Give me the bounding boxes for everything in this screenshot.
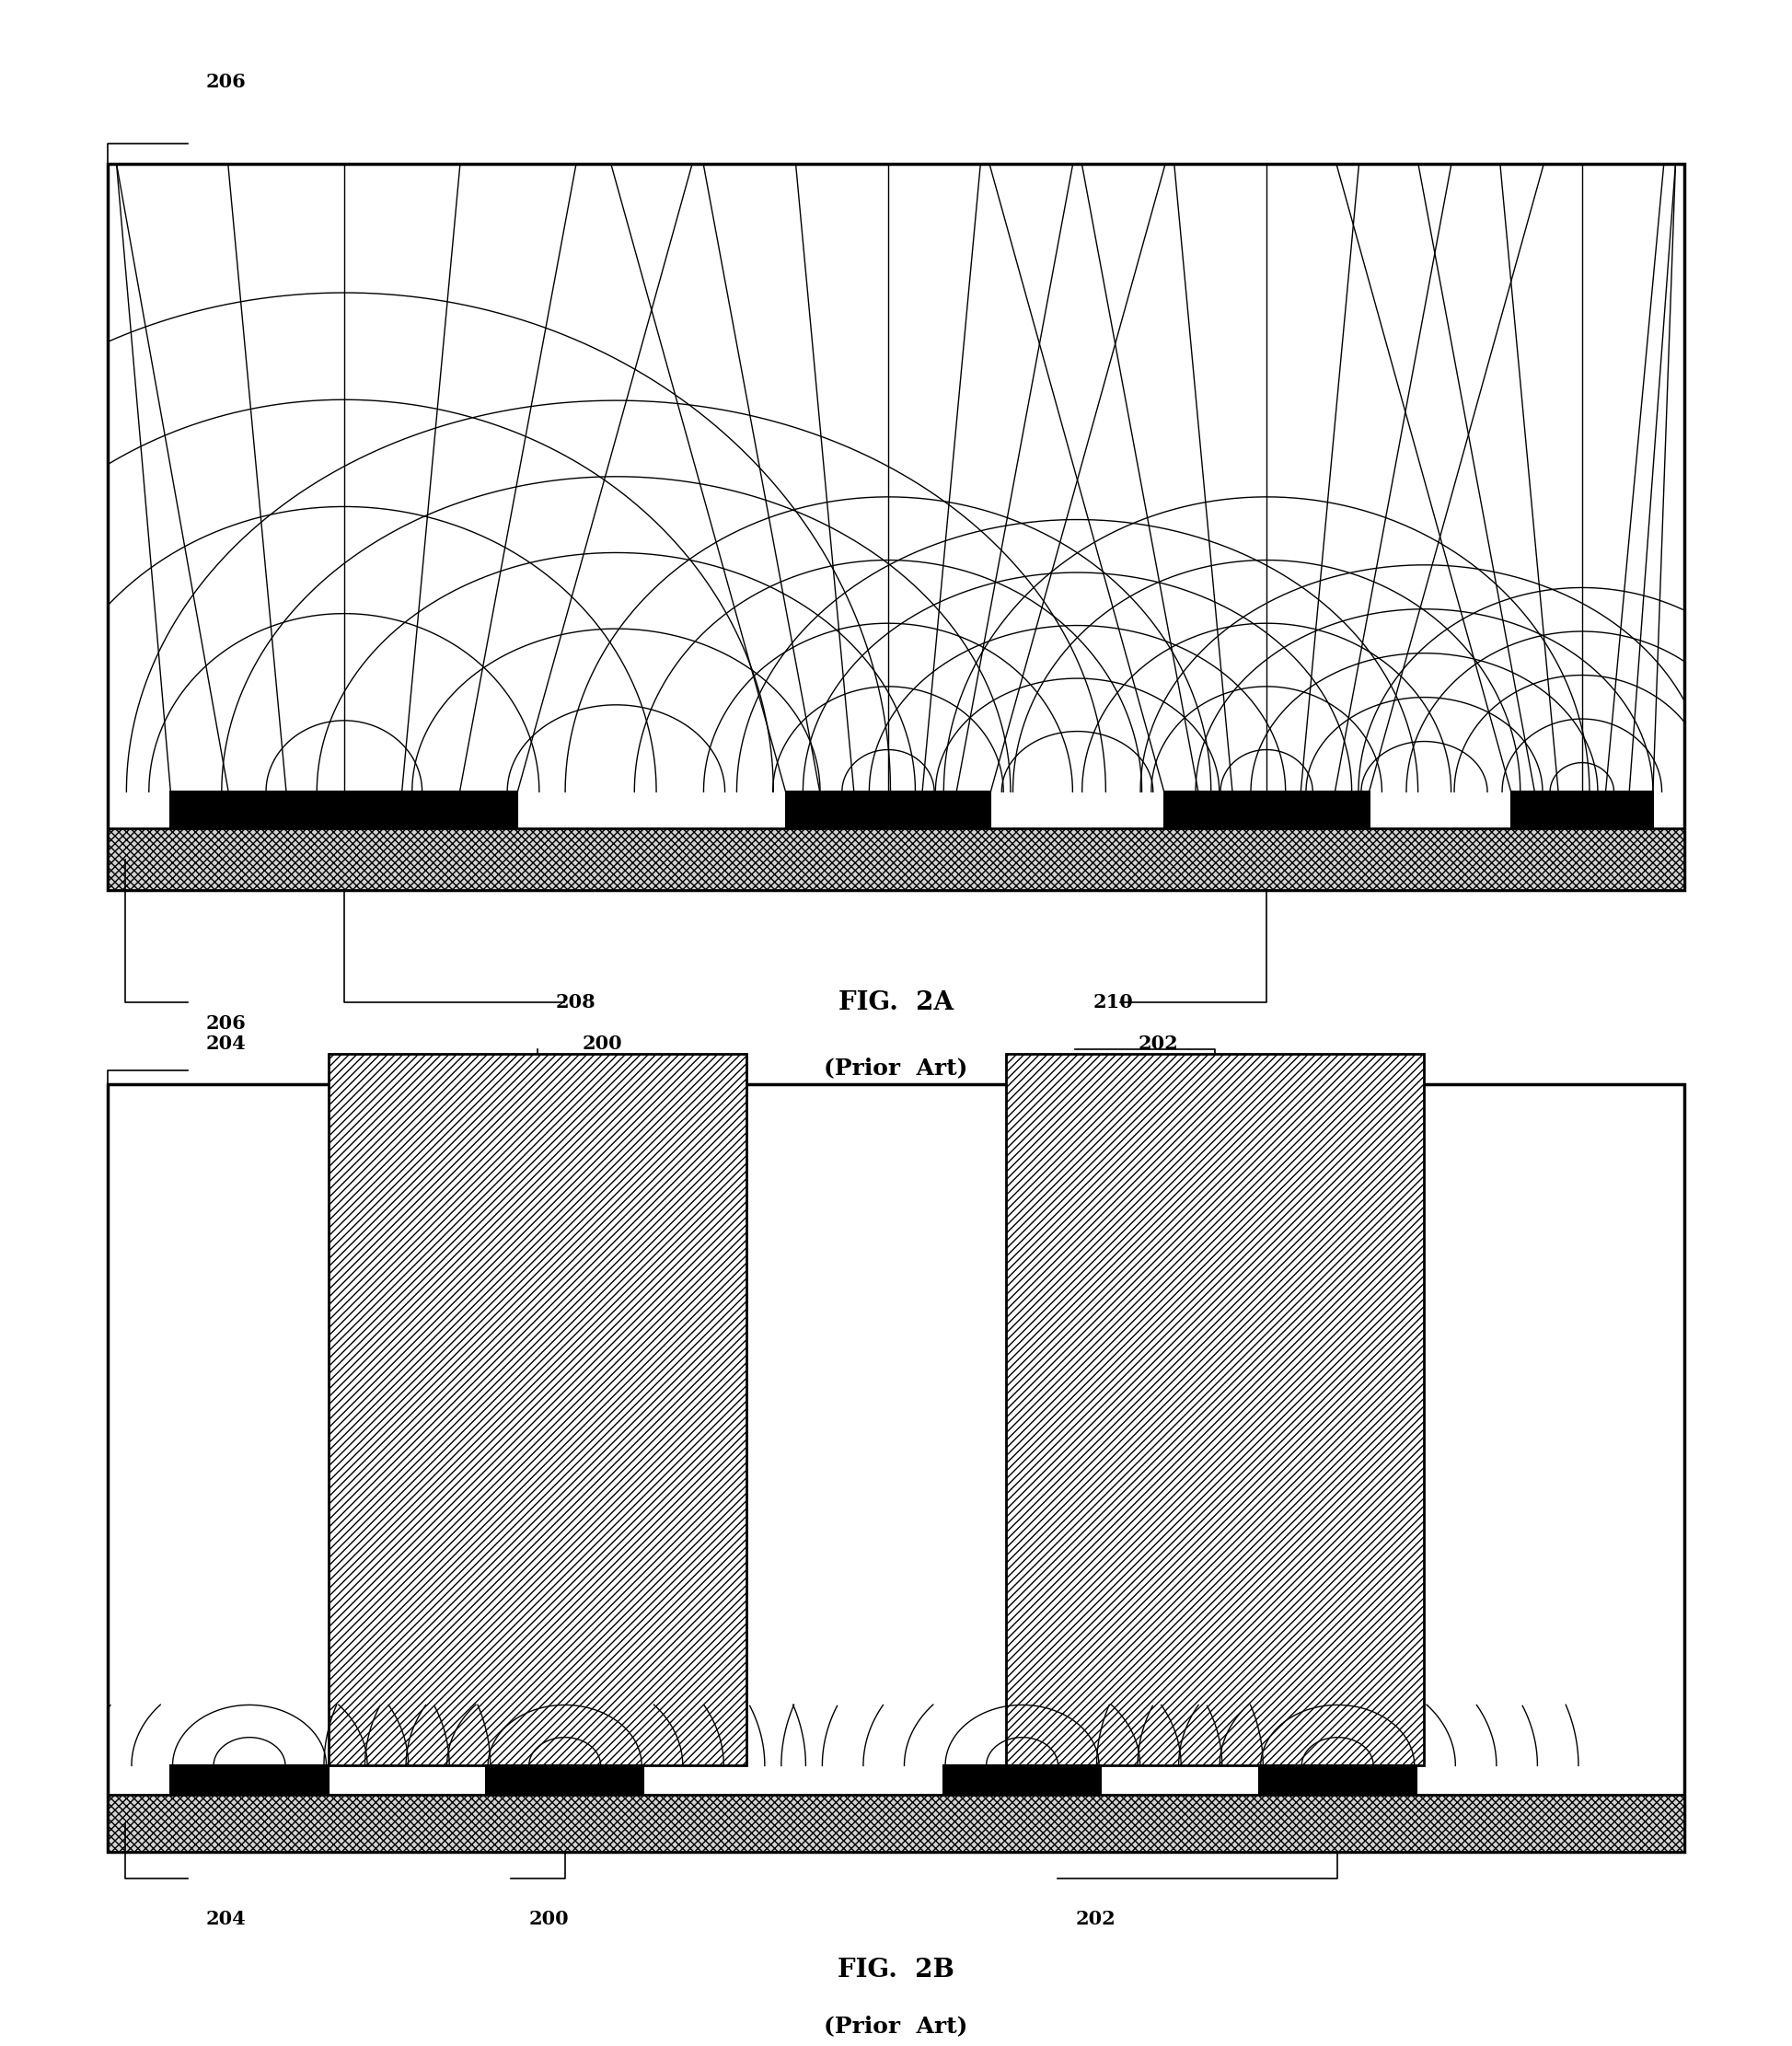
Text: 202: 202	[1075, 1911, 1115, 1927]
Bar	[170, 1766, 328, 1794]
Text: 206: 206	[206, 74, 246, 90]
Bar	[785, 792, 991, 829]
Bar	[1258, 1766, 1416, 1794]
Bar	[486, 1766, 643, 1794]
Bar	[1511, 792, 1652, 829]
Text: (Prior  Art): (Prior Art)	[824, 1058, 968, 1078]
Text: FIG.  2B: FIG. 2B	[837, 1958, 955, 1983]
Bar	[328, 1054, 745, 1766]
Bar	[1007, 1054, 1425, 1766]
Bar	[108, 1084, 1684, 1852]
Text: 204: 204	[206, 1911, 246, 1927]
Text: 204: 204	[206, 1035, 246, 1052]
Text: 206: 206	[206, 1015, 246, 1031]
Bar	[108, 164, 1684, 890]
Text: 202: 202	[1138, 1035, 1177, 1052]
Text: 200: 200	[529, 1911, 568, 1927]
Text: 208: 208	[556, 994, 595, 1011]
Bar	[108, 1794, 1684, 1852]
Text: FIG.  2A: FIG. 2A	[839, 990, 953, 1015]
Text: 210: 210	[1093, 994, 1133, 1011]
Text: 200: 200	[582, 1035, 622, 1052]
Text: (Prior  Art): (Prior Art)	[824, 2015, 968, 2036]
Bar	[170, 792, 518, 829]
Bar	[943, 1766, 1100, 1794]
Bar	[1165, 792, 1369, 829]
Bar	[108, 829, 1684, 890]
